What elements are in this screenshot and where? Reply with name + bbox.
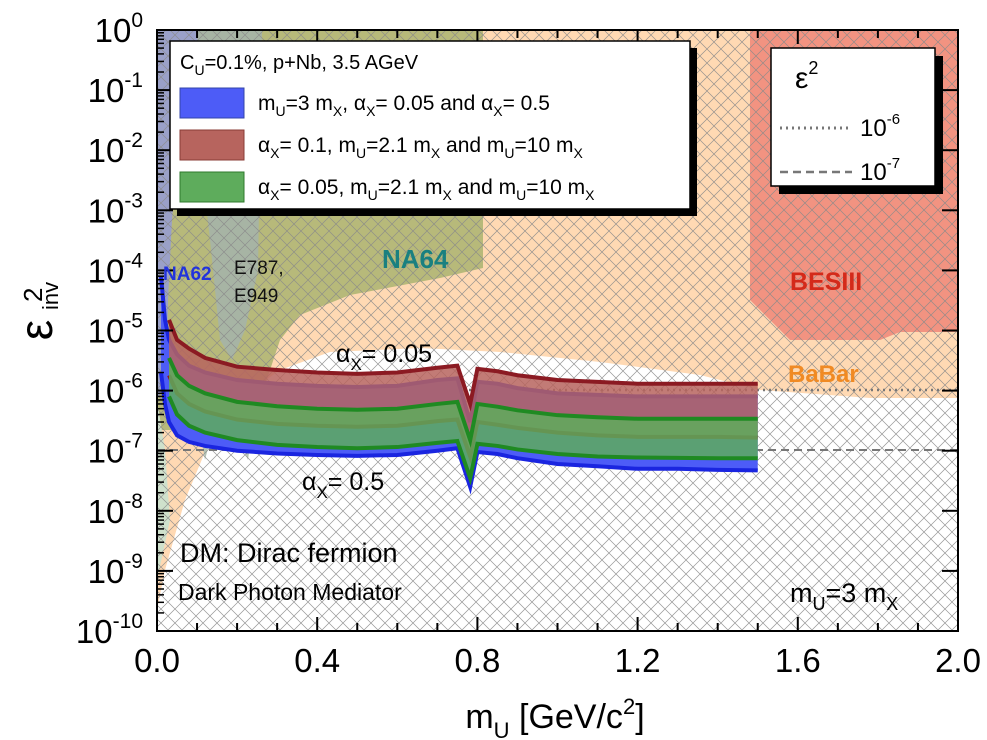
na62-label: NA62	[163, 264, 212, 285]
band-edge-1-upper	[167, 319, 758, 412]
x-tick-label: 1.2	[615, 642, 661, 679]
epsilon-legend-1e-6: 10-6	[860, 111, 900, 142]
na64-label: NA64	[382, 244, 449, 274]
y-tick-label: 10-5	[88, 310, 143, 350]
dm-type-annotation: DM: Dirac fermion	[180, 538, 398, 568]
legend-swatch-blue	[179, 87, 245, 119]
y-tick-label: 10-9	[88, 550, 143, 590]
legend-swatch-red	[179, 129, 245, 161]
y-tick-label: 100	[95, 9, 143, 49]
legend-swatch-green	[179, 171, 245, 203]
svg-text:2: 2	[18, 288, 48, 302]
y-tick-label: 10-7	[88, 430, 143, 470]
svg-text:ε: ε	[10, 320, 62, 341]
epsilon-legend: ε2 10-6 10-7	[770, 47, 943, 194]
band-edge-2-lower	[167, 395, 758, 486]
band-area-2	[169, 357, 758, 479]
legend-entry-blue: mU=3 mX, αX= 0.05 and αX= 0.5	[258, 92, 550, 119]
y-tick-label: 10-1	[88, 69, 143, 109]
epsilon-legend-title: ε2	[795, 58, 818, 95]
legend-entry-green: αX= 0.05, mU=2.1 mX and mU=10 mX	[258, 176, 595, 203]
mediator-annotation: Dark Photon Mediator	[178, 579, 402, 605]
x-tick-label: 0.0	[134, 642, 180, 679]
y-tick-label: 10-3	[88, 189, 143, 229]
y-axis-label-subscript: inv	[38, 282, 63, 310]
alpha-upper-annotation: αX= 0.05	[336, 340, 432, 374]
y-axis-label: ε 2	[10, 288, 62, 341]
y-tick-label: 10-10	[76, 610, 143, 650]
besiii-label: BESIII	[790, 268, 862, 296]
sensitivity-bands	[159, 276, 758, 495]
mass-ratio-annotation: mU=3 mX	[790, 578, 898, 614]
band-edge-2-upper	[167, 357, 758, 448]
legend-title: CU=0.1%, p+Nb, 3.5 AGeV	[180, 52, 419, 78]
y-tick-label: 10-4	[88, 249, 144, 289]
x-tick-label: 0.4	[294, 642, 340, 679]
x-tick-label: 0.8	[454, 642, 500, 679]
e787-label-line1: E787,	[234, 258, 284, 279]
y-ticks: 100 10-1 10-2 10-3 10-4 10-5 10-6 10-7 10-8 10-9 1…	[76, 9, 958, 650]
y-tick-label: 10-8	[88, 490, 143, 530]
x-tick-label: 2.0	[935, 642, 981, 679]
band-edge-0-lower	[159, 372, 758, 495]
y-tick-label: 10-2	[88, 129, 143, 169]
alpha-lower-annotation: αX= 0.5	[302, 468, 384, 502]
x-axis-label: mU [GeV/c2]	[465, 694, 644, 740]
legend-entry-red: αX= 0.1, mU=2.1 mX and mU=10 mX	[258, 134, 583, 161]
e787-label-line2: E949	[234, 286, 278, 307]
y-tick-label: 10-6	[88, 370, 143, 410]
epsilon-legend-1e-7: 10-7	[860, 155, 900, 186]
babar-label: BaBar	[788, 361, 859, 388]
main-legend: CU=0.1%, p+Nb, 3.5 AGeV mU=3 mX, αX= 0.0…	[169, 40, 697, 216]
x-tick-label: 1.6	[775, 642, 821, 679]
